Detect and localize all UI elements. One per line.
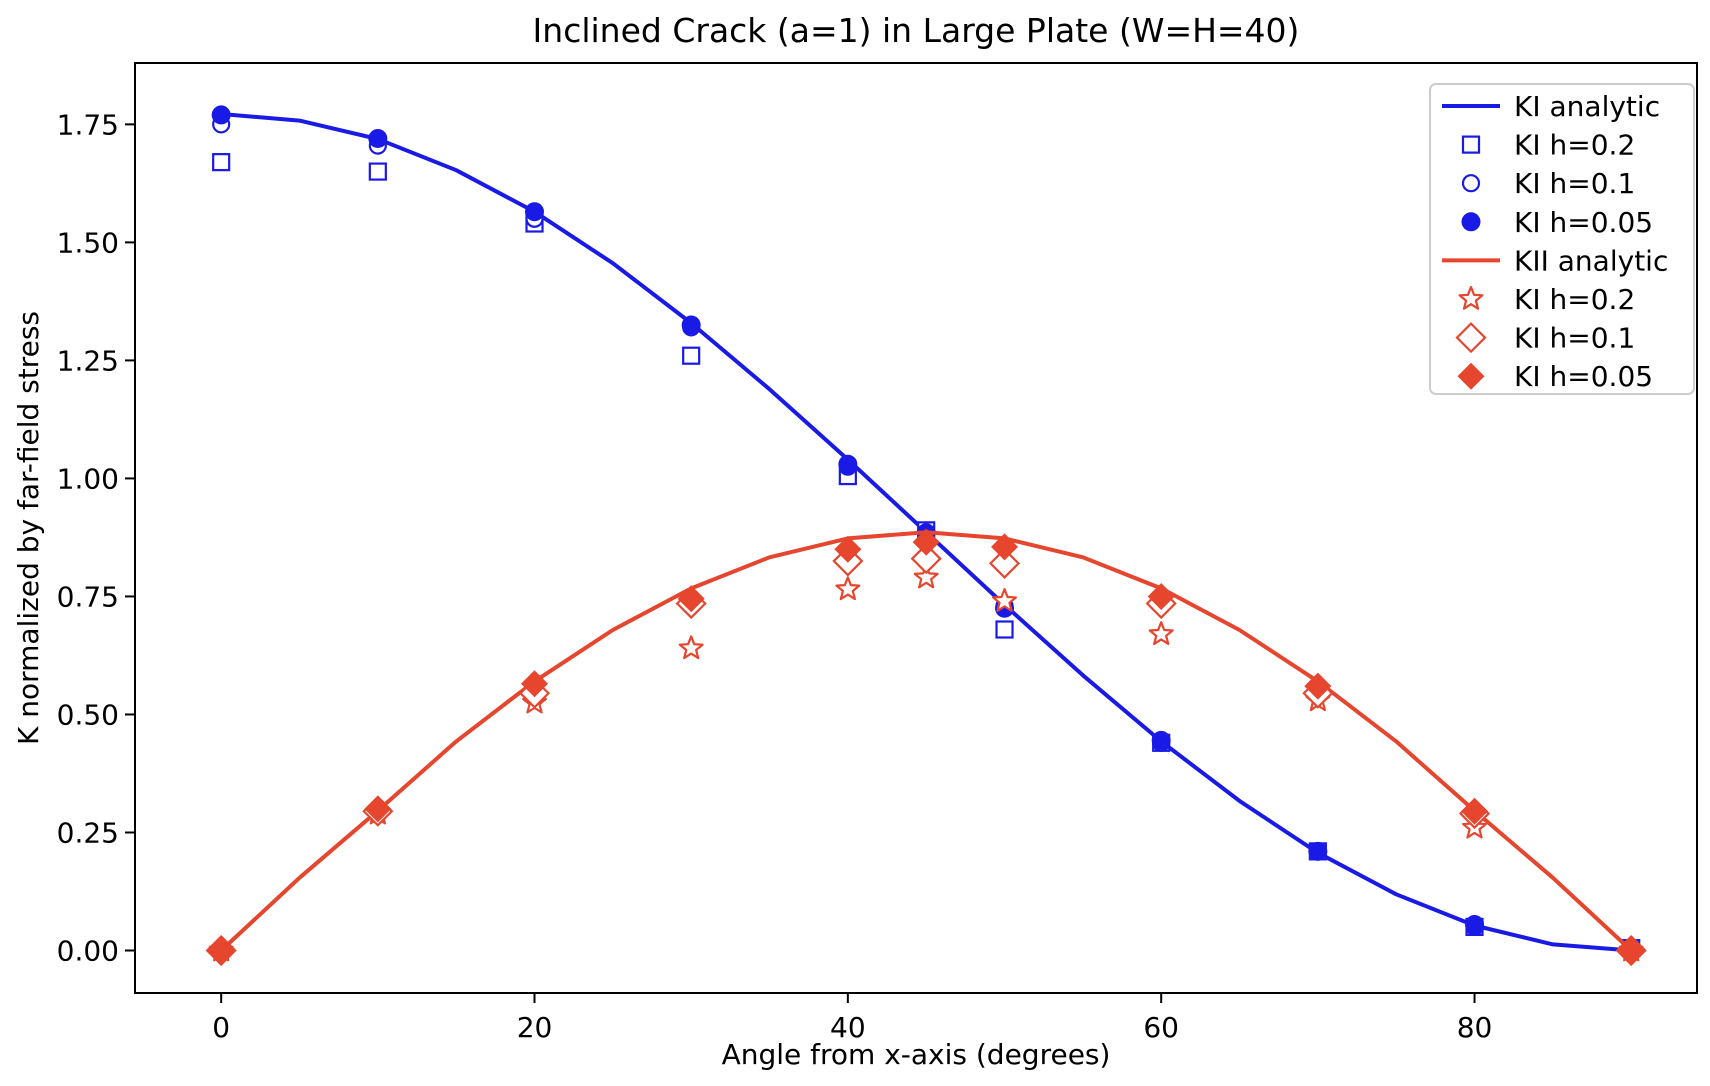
chart-title: Inclined Crack (a=1) in Large Plate (W=H… — [533, 11, 1300, 50]
y-axis-label: K normalized by far-field stress — [12, 311, 45, 745]
legend-square-open-marker — [1461, 135, 1481, 154]
legend-entry-label: KI analytic — [1514, 90, 1660, 123]
legend-entry-label: KI h=0.05 — [1514, 206, 1653, 239]
legend-circle-filled-marker — [1461, 212, 1481, 232]
series-1-ki-h-0-2-square-open-marker — [682, 346, 701, 365]
series-7-ki-h-0-05-diamond-filled-marker — [521, 670, 549, 698]
x-axis-tick-label: 40 — [830, 1011, 866, 1044]
series-6-ki-h-0-1 — [205, 543, 1647, 967]
series-4-kii-analytic-line — [219, 530, 1634, 953]
x-axis-tick-label: 60 — [1143, 1011, 1179, 1044]
series-3-ki-h-0-05-circle-filled-marker — [525, 202, 545, 222]
legend-entry-label: KI h=0.05 — [1514, 360, 1653, 393]
series-6-ki-h-0-1-diamond-open-marker — [910, 543, 942, 575]
legend-entry-2: KI h=0.1 — [1461, 167, 1635, 200]
series-7-ki-h-0-05-diamond-filled-marker — [1617, 937, 1645, 965]
series-7-ki-h-0-05-diamond-filled-marker — [912, 528, 940, 556]
series-1-ki-h-0-2-square-open-marker — [212, 153, 231, 172]
legend-entry-3: KI h=0.05 — [1461, 206, 1653, 239]
legend-entry-4: KII analytic — [1442, 244, 1668, 277]
series-5-ki-h-0-2 — [208, 564, 1644, 962]
series-7-ki-h-0-05-diamond-filled-marker — [991, 533, 1019, 561]
series-7-ki-h-0-05-diamond-filled-marker — [1304, 672, 1332, 700]
x-axis-label: Angle from x-axis (degrees) — [722, 1038, 1111, 1071]
y-axis-tick-label: 1.25 — [57, 344, 119, 377]
y-axis-tick-label: 0.75 — [57, 580, 119, 613]
legend-entry-5: KI h=0.2 — [1458, 283, 1635, 316]
series-7-ki-h-0-05 — [207, 528, 1645, 965]
series-3-ki-h-0-05-circle-filled-marker — [1151, 730, 1171, 750]
legend-diamond-filled-marker — [1457, 362, 1485, 390]
series-1-ki-h-0-2-square-open-marker — [995, 620, 1014, 639]
legend-entry-1: KI h=0.2 — [1461, 129, 1635, 162]
series-5-ki-h-0-2-star-open-marker — [678, 635, 704, 660]
series-5-ki-h-0-2-star-open-marker — [913, 564, 939, 589]
y-axis-tick-label: 1.50 — [57, 226, 119, 259]
series-7-ki-h-0-05-diamond-filled-marker — [834, 535, 862, 563]
series-7-ki-h-0-05-diamond-filled-marker — [207, 937, 235, 965]
series-3-ki-h-0-05-circle-filled-marker — [368, 129, 388, 149]
plot-border — [134, 62, 1698, 994]
series-3-ki-h-0-05-circle-filled-marker — [838, 454, 858, 474]
y-axis-tick-label: 1.75 — [57, 108, 119, 141]
series-6-ki-h-0-1-diamond-open-marker — [988, 547, 1021, 579]
series-7-ki-h-0-05-diamond-filled-marker — [677, 585, 705, 613]
y-axis-tick-label: 0.00 — [57, 935, 119, 968]
series-7-ki-h-0-05-diamond-filled-marker — [364, 795, 392, 823]
series-3-ki-h-0-05-circle-filled-marker — [211, 105, 231, 125]
series-5-ki-h-0-2-star-open-marker — [1148, 621, 1174, 646]
x-axis-tick-label: 20 — [517, 1011, 553, 1044]
legend-entry-6: KI h=0.1 — [1455, 322, 1635, 355]
y-axis-tick-label: 1.00 — [57, 462, 119, 495]
legend-diamond-open-marker — [1455, 322, 1487, 354]
legend-entry-0: KI analytic — [1442, 90, 1660, 123]
series-1-ki-h-0-2-square-open-marker — [368, 162, 387, 181]
legend-entry-label: KII analytic — [1514, 244, 1668, 277]
series-5-ki-h-0-2-star-open-marker — [835, 576, 861, 601]
legend-entry-label: KI h=0.2 — [1514, 283, 1635, 316]
series-7-ki-h-0-05-diamond-filled-marker — [1147, 582, 1175, 610]
series-7-ki-h-0-05-diamond-filled-marker — [1461, 797, 1489, 825]
legend-star-open-marker — [1458, 285, 1484, 310]
x-axis-tick-label: 0 — [212, 1011, 230, 1044]
legend-box — [1429, 83, 1695, 395]
series-3-ki-h-0-05-circle-filled-marker — [1465, 915, 1485, 935]
legend-entry-label: KI h=0.2 — [1514, 129, 1635, 162]
series-3-ki-h-0-05-circle-filled-marker — [681, 315, 701, 335]
legend-entry-label: KI h=0.1 — [1514, 322, 1635, 355]
series-5-ki-h-0-2-star-open-marker — [992, 588, 1018, 612]
y-axis-tick-label: 0.25 — [57, 816, 119, 849]
series-3-ki-h-0-05-circle-filled-marker — [1308, 841, 1328, 861]
legend-entry-7: KI h=0.05 — [1457, 360, 1653, 393]
legend-circle-open-marker — [1461, 174, 1481, 193]
legend-entry-label: KI h=0.1 — [1514, 167, 1635, 200]
y-axis-tick-label: 0.50 — [57, 698, 119, 731]
x-axis-tick-label: 80 — [1457, 1011, 1493, 1044]
